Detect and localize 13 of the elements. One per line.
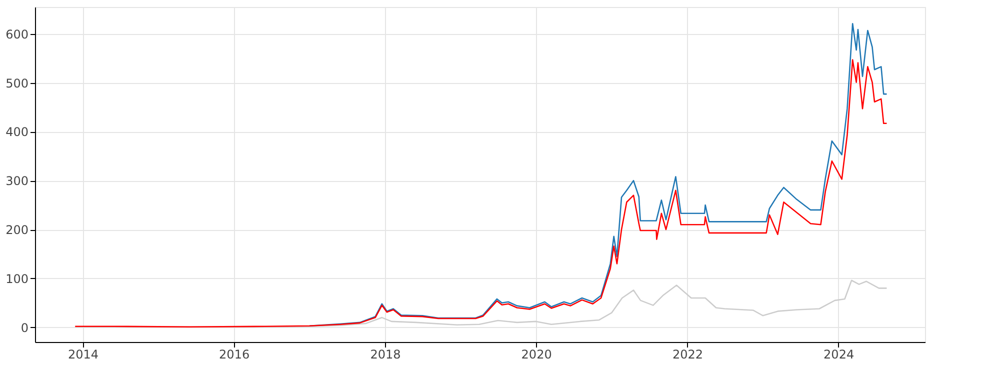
y-tick-label: 0 xyxy=(20,320,28,335)
y-tick-label: 400 xyxy=(6,125,28,140)
y-tick-label: 600 xyxy=(6,27,28,42)
y-tick-label: 200 xyxy=(6,223,28,238)
x-tick-label: 2016 xyxy=(219,348,250,362)
x-tick-label: 2022 xyxy=(672,348,704,362)
x-tick-label: 2024 xyxy=(824,348,854,362)
y-tick-label: 500 xyxy=(6,76,28,90)
x-tick-label: 2020 xyxy=(521,348,552,362)
y-tick-label: 300 xyxy=(6,174,28,188)
y-tick-label: 100 xyxy=(6,272,28,286)
x-tick-label: 2014 xyxy=(68,348,99,362)
x-tick-label: 2018 xyxy=(370,348,401,362)
